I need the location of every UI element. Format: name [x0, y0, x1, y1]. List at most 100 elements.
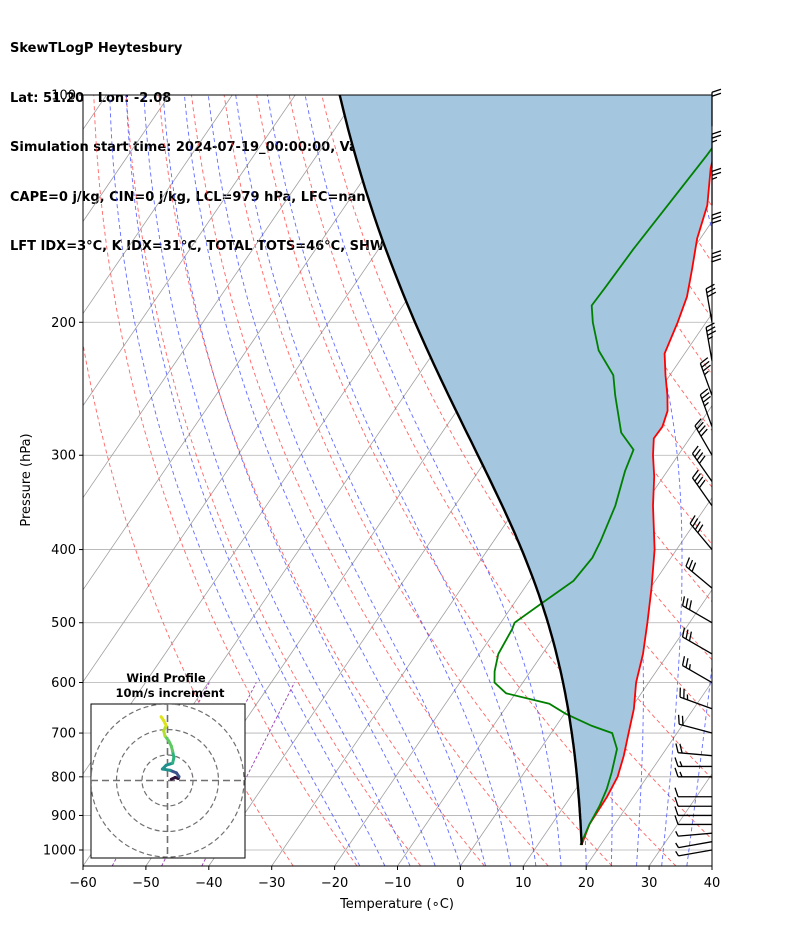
barb-feather: [711, 254, 722, 259]
barb-feather: [692, 518, 699, 527]
barb-feather: [674, 797, 679, 807]
barb-half-feather: [675, 842, 680, 848]
barb-feather: [711, 250, 722, 255]
barb-feather: [675, 743, 679, 753]
barb-shaft: [699, 394, 713, 427]
wind-barb: [705, 322, 717, 362]
barb-shaft: [678, 752, 713, 757]
barb-shaft: [705, 288, 713, 323]
axes: −60 −50 −40 −30 −20 −10 0 10 20 30 40 100 200 300 400 5…: [43, 89, 720, 892]
wind-barb: [689, 515, 713, 550]
y-tick-label: 400: [51, 543, 76, 558]
barb-shaft: [682, 605, 713, 624]
x-tick-label: −20: [321, 876, 348, 891]
barb-feather: [681, 715, 684, 726]
x-tick-label: −50: [132, 876, 159, 891]
barb-feather: [694, 473, 701, 482]
barb-feather: [702, 364, 711, 372]
barb-half-feather: [704, 401, 709, 407]
barb-feather: [677, 714, 680, 725]
barb-feather: [688, 559, 694, 570]
barb-feather: [688, 600, 693, 610]
wind-barb: [711, 88, 722, 127]
barb-shaft: [678, 832, 713, 837]
wind-barb: [699, 357, 713, 396]
y-axis-label: Pressure (hPa): [19, 433, 34, 526]
parcel-line: [338, 95, 583, 845]
barb-feather: [705, 283, 715, 290]
barb-feather: [701, 392, 710, 400]
x-tick-label: −30: [258, 876, 285, 891]
wind-barb: [711, 211, 722, 250]
dry-adiabat: [484, 95, 712, 488]
barb-feather: [681, 627, 686, 638]
x-tick-label: 30: [641, 876, 658, 891]
barb-shaft: [682, 636, 713, 655]
moist-adiabat: [235, 95, 512, 866]
barb-feather: [711, 167, 722, 172]
dewpoint-line: [493, 146, 712, 846]
temperature-line: [580, 159, 712, 846]
x-tick-label: 40: [704, 876, 721, 891]
barb-feather: [700, 428, 708, 437]
barb-feather: [697, 524, 704, 534]
x-tick-label: 10: [515, 876, 532, 891]
barb-half-feather: [675, 850, 680, 857]
barb-shaft: [678, 723, 713, 734]
barb-shaft: [691, 453, 713, 482]
x-tick-label: 20: [578, 876, 595, 891]
moist-adiabat: [711, 863, 712, 866]
barb-feather: [698, 479, 706, 489]
barb-feather: [702, 395, 711, 403]
x-tick-label: −10: [384, 876, 411, 891]
y-tick-label: 100: [51, 89, 76, 104]
barb-half-feather: [688, 664, 691, 670]
barb-feather: [691, 445, 699, 455]
barb-feather: [698, 425, 706, 434]
x-tick-label: −60: [69, 876, 96, 891]
isotherm: [83, 95, 233, 315]
wind-barb: [691, 469, 713, 507]
moist-adiabat: [125, 95, 386, 866]
barb-feather: [674, 767, 679, 778]
isotherm: [460, 496, 712, 866]
wind-barb: [691, 445, 713, 482]
wind-barb: [681, 627, 713, 655]
wind-barb: [679, 687, 713, 710]
barb-feather: [696, 476, 704, 485]
barb-feather: [696, 421, 704, 430]
barb-half-feather: [679, 761, 683, 767]
wind-barb: [674, 806, 712, 817]
location-line: Lat: 51.20 Lon: -2.08: [10, 90, 172, 106]
wind-barb: [711, 167, 722, 206]
barb-feather: [685, 557, 691, 567]
dry-adiabat: [321, 95, 712, 780]
barb-feather: [688, 631, 693, 642]
barb-feather: [711, 134, 722, 139]
moist-adiabat: [109, 95, 361, 866]
barb-feather: [711, 130, 722, 135]
y-tick-label: 200: [51, 316, 76, 331]
wind-barb: [675, 743, 713, 757]
isotherm: [711, 865, 712, 866]
wind-barb: [675, 841, 713, 849]
cape-cin-shading: [339, 95, 712, 845]
barb-shaft: [694, 425, 713, 456]
y-tick-label: 900: [51, 809, 76, 824]
hodograph-segment: [159, 715, 166, 723]
barb-feather: [674, 806, 679, 816]
barb-shaft: [678, 841, 713, 849]
barb-feather: [711, 258, 722, 263]
barb-feather: [691, 469, 699, 479]
wind-barb: [674, 767, 712, 778]
y-tick-label: 600: [51, 676, 76, 691]
barb-shaft: [679, 696, 713, 710]
dry-adiabat: [223, 95, 613, 866]
barb-shaft: [678, 849, 713, 857]
shaded-area: [339, 95, 712, 845]
dry-adiabat: [713, 95, 794, 866]
hodograph-ring: [91, 704, 245, 858]
hodograph-title: Wind Profile: [126, 671, 206, 685]
